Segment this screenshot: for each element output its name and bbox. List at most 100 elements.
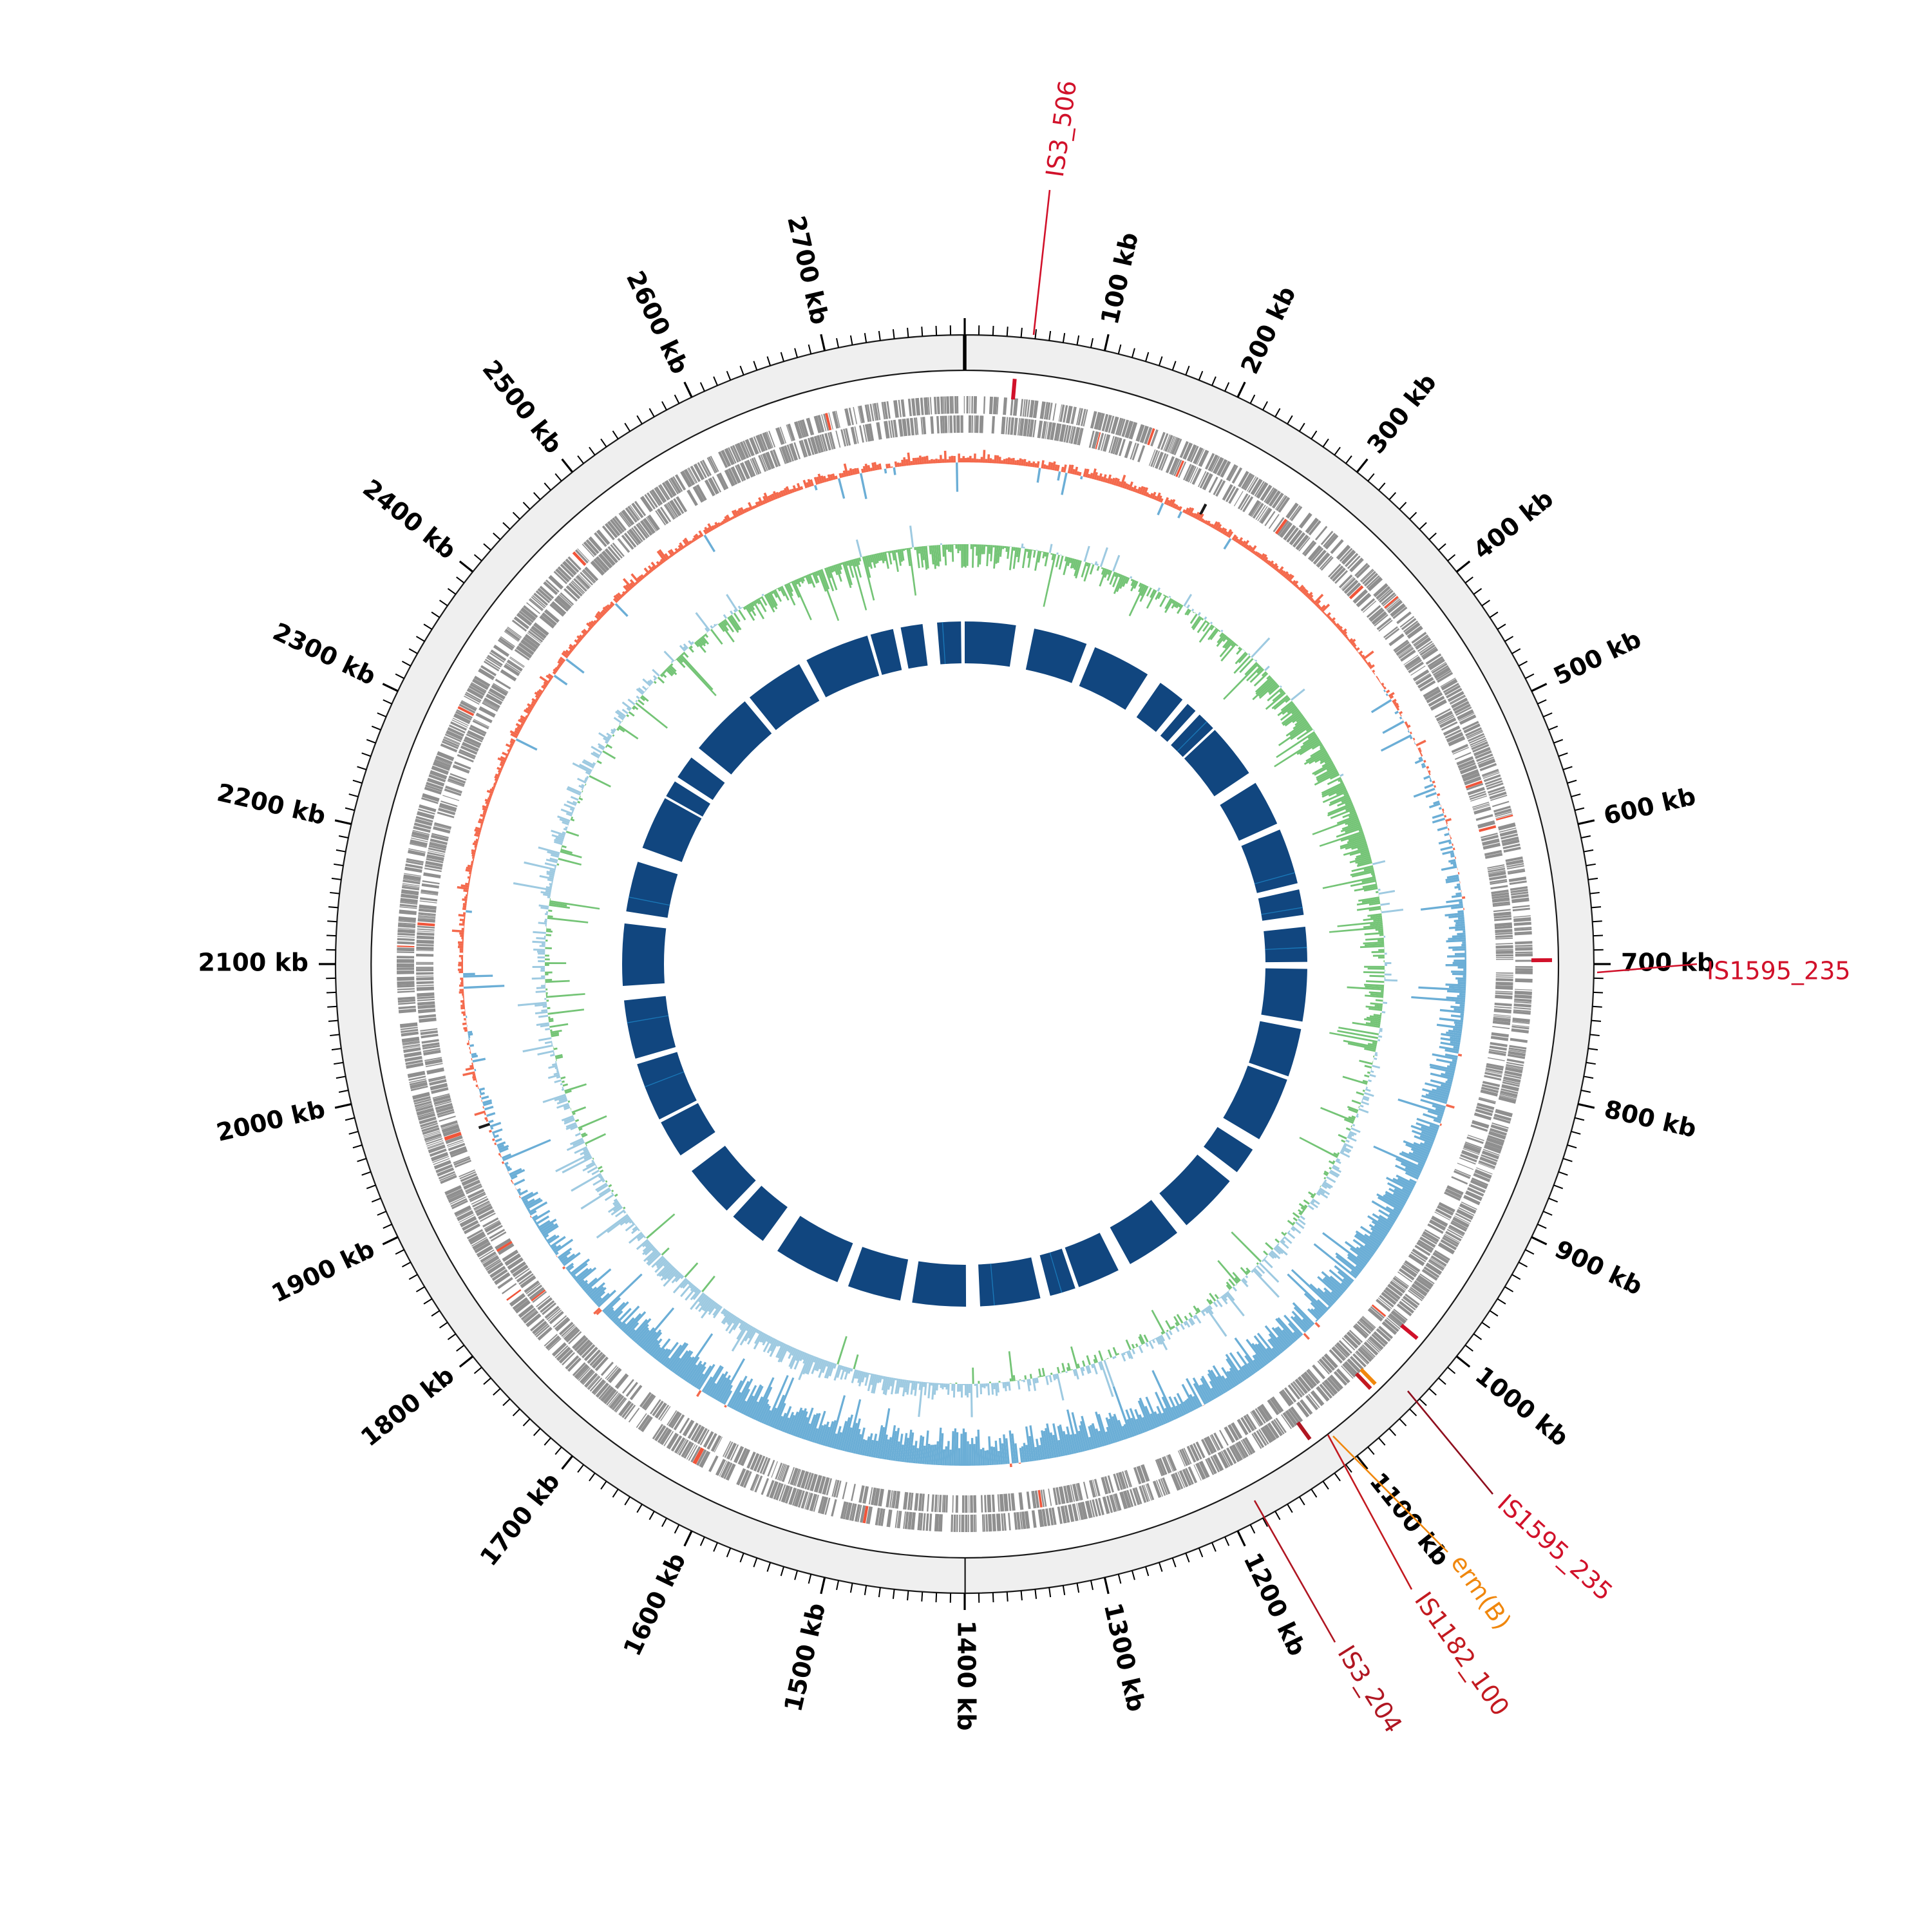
cds-feature [1506, 1058, 1524, 1064]
area-bin-positive [953, 455, 956, 463]
area-bin-positive [1372, 860, 1386, 866]
cds-feature [787, 423, 795, 441]
area-bin-positive [813, 1356, 817, 1363]
area-bin-negative [463, 985, 505, 989]
area-bin-negative [666, 667, 675, 676]
area-bin-negative [1209, 1293, 1217, 1302]
cds-feature [411, 835, 429, 840]
area-bin-negative [1157, 1413, 1164, 1426]
area-bin-negative [1062, 1430, 1070, 1455]
area-bin-positive [696, 1390, 702, 1397]
cds-feature [562, 560, 577, 576]
area-bin-negative [643, 1329, 662, 1351]
area-bin-negative [1171, 1406, 1179, 1419]
ruler-tick-minor [1589, 891, 1600, 895]
cds-feature [1488, 870, 1506, 875]
cds-feature [1341, 1337, 1356, 1351]
area-bin-negative [807, 1413, 819, 1441]
ruler-tick-major [561, 458, 574, 473]
area-bin-negative [577, 800, 581, 804]
area-bin-positive [540, 969, 545, 972]
cds-feature [431, 1087, 449, 1094]
cds-feature [585, 539, 600, 554]
cds-feature [1024, 1511, 1030, 1529]
cds-feature [1470, 1124, 1488, 1132]
area-bin-positive [480, 823, 483, 827]
cds-feature [1463, 1195, 1481, 1206]
ruler-tick-minor [1511, 1274, 1521, 1280]
cds-feature [1159, 1457, 1168, 1475]
area-bin-positive [1309, 1201, 1318, 1209]
area-bin-positive [544, 935, 546, 938]
cds-feature [1103, 434, 1111, 452]
area-bin-negative [650, 1344, 661, 1357]
area-bin-positive [857, 1370, 862, 1383]
area-bin-negative [1439, 1018, 1464, 1023]
cds-feature [1012, 398, 1018, 416]
cds-feature [1119, 1492, 1128, 1510]
area-bin-negative [744, 605, 755, 621]
cds-feature [1361, 1345, 1375, 1358]
area-bin-negative [1358, 829, 1363, 832]
area-bin-positive [551, 834, 565, 840]
cds-feature [654, 1425, 667, 1442]
area-bin-negative [1448, 937, 1466, 940]
cds-feature [1183, 1448, 1192, 1464]
area-bin-negative [580, 1132, 587, 1136]
cds-feature [1066, 425, 1072, 443]
area-bin-negative [1272, 690, 1285, 702]
area-bin-positive [458, 961, 464, 964]
area-bin-positive [600, 753, 601, 755]
area-bin-negative [715, 1374, 732, 1401]
cds-feature [898, 399, 902, 417]
area-bin-negative [1159, 595, 1168, 607]
area-bin-positive [1449, 835, 1451, 837]
ruler-tick-minor [1580, 835, 1591, 839]
area-bin-negative [1321, 760, 1333, 768]
cds-feature [421, 797, 439, 804]
cds-feature [1404, 656, 1421, 669]
area-bin-positive [1061, 466, 1065, 473]
cds-feature [1403, 1263, 1419, 1274]
area-bin-positive [1378, 890, 1396, 895]
cds-feature [1507, 868, 1525, 873]
cds-feature [936, 396, 940, 415]
area-bin-negative [1410, 1148, 1429, 1157]
cds-feature [417, 1111, 435, 1118]
ruler-tick-minor [624, 1496, 631, 1506]
area-bin-positive [520, 723, 524, 726]
cds-feature [973, 1514, 976, 1532]
area-bin-positive [538, 922, 547, 925]
cds-feature [1195, 1441, 1206, 1459]
cds-feature [479, 1212, 496, 1222]
area-bin-positive [1151, 1339, 1156, 1343]
cds-feature [858, 405, 865, 424]
cds-feature [1487, 1135, 1505, 1143]
cds-feature [489, 652, 505, 663]
cds-feature [1482, 772, 1500, 779]
area-bin-negative [752, 600, 765, 620]
area-bin-negative [1307, 1191, 1316, 1197]
area-bin-positive [1377, 1039, 1381, 1041]
area-bin-positive [551, 829, 565, 837]
cds-feature [509, 656, 525, 667]
area-bin-negative [1388, 1188, 1409, 1200]
cds-feature [526, 602, 540, 614]
cds-feature [724, 1441, 733, 1458]
area-bin-negative [1178, 603, 1182, 608]
area-bin-negative [1176, 1392, 1189, 1414]
area-bin-negative [1437, 796, 1439, 799]
cds-feature [1396, 643, 1412, 656]
area-bin-positive [636, 1233, 644, 1240]
area-bin-negative [837, 478, 846, 499]
area-bin-positive [494, 778, 498, 782]
cds-feature-highlight [506, 1289, 522, 1301]
cds-feature [584, 1372, 598, 1388]
area-bin-positive [1407, 728, 1410, 731]
area-bin-negative [743, 606, 746, 611]
area-bin-positive [927, 1382, 929, 1383]
cds-feature [1244, 1437, 1256, 1454]
area-bin-positive [464, 916, 466, 920]
area-bin-negative [1370, 922, 1383, 926]
area-bin-negative [797, 1411, 808, 1438]
